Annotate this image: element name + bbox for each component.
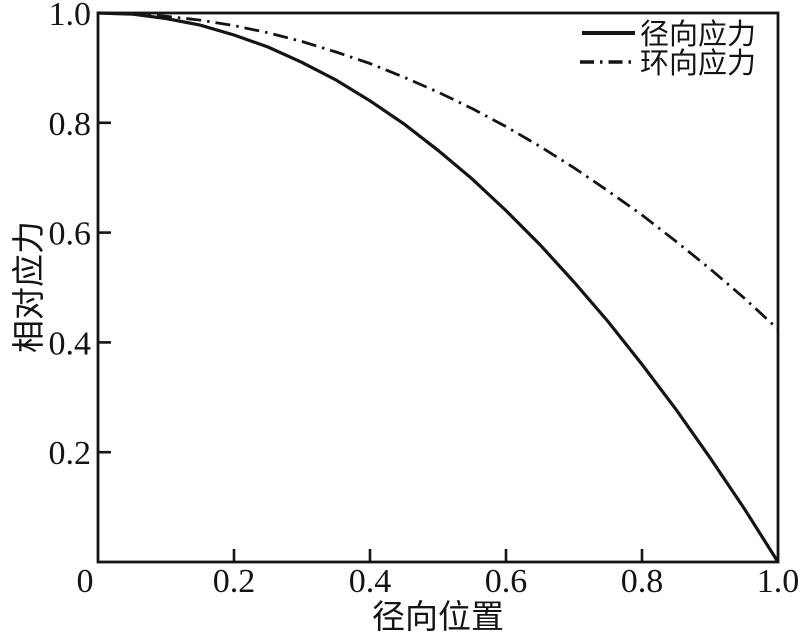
x-tick-label: 0: [77, 563, 94, 600]
y-tick-label: 1.0: [49, 0, 92, 33]
radial-stress-curve: [97, 11, 780, 563]
x-tick-label: 0.4: [349, 563, 392, 600]
x-tick-label: 0.2: [213, 563, 256, 600]
y-axis-ticks: [98, 121, 111, 454]
x-tick-label: 0.6: [485, 563, 528, 600]
y-tick-label: 0.8: [49, 106, 92, 143]
y-tick-label: 0.4: [49, 325, 92, 362]
y-tick-labels: 0.2 0.4 0.6 0.8 1.0: [49, 0, 92, 472]
legend-label-hoop: 环向应力: [640, 47, 756, 80]
x-tick-labels: 0 0.2 0.4 0.6 0.8 1.0: [77, 563, 800, 600]
y-axis-label: 相对应力: [11, 221, 48, 353]
y-tick-label: 0.6: [49, 216, 92, 253]
x-tick-label: 0.8: [621, 563, 664, 600]
x-axis-ticks: [232, 549, 644, 562]
legend: 径向应力 环向应力: [580, 18, 756, 80]
plot-border: [96, 11, 780, 564]
legend-label-radial: 径向应力: [640, 18, 756, 51]
x-tick-label: 1.0: [757, 563, 800, 600]
x-axis-label: 径向位置: [372, 599, 504, 636]
y-tick-label: 0.2: [49, 435, 92, 472]
